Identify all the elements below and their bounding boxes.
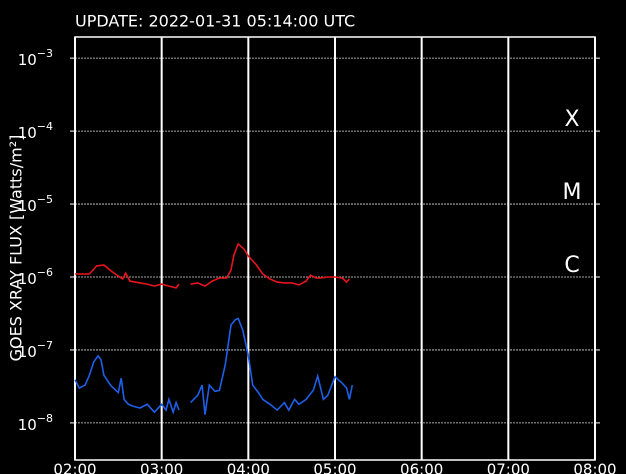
y-tick-label: 10−3 bbox=[18, 47, 53, 69]
plot-frame bbox=[74, 36, 596, 461]
y-tick-exponent: −4 bbox=[37, 120, 53, 133]
y-tick-exponent: −6 bbox=[37, 266, 53, 279]
x-tick-label: 07:00 bbox=[487, 461, 530, 474]
flare-class-label: C bbox=[564, 253, 579, 278]
chart-title: UPDATE: 2022-01-31 05:14:00 UTC bbox=[75, 12, 355, 31]
series-line bbox=[74, 317, 354, 415]
y-tick-base: 10 bbox=[18, 342, 37, 360]
y-tick-exponent: −7 bbox=[37, 339, 53, 352]
x-tick-label: 02:00 bbox=[53, 461, 96, 474]
y-tick-label: 10−5 bbox=[18, 193, 53, 215]
x-tick-label: 06:00 bbox=[400, 461, 443, 474]
y-tick-label: 10−7 bbox=[18, 339, 53, 361]
flare-class-label: M bbox=[563, 180, 582, 205]
y-tick-base: 10 bbox=[18, 51, 37, 69]
y-tick-base: 10 bbox=[18, 197, 37, 215]
flare-class-label: X bbox=[564, 107, 579, 132]
y-tick-label: 10−4 bbox=[18, 120, 53, 142]
x-tick-label: 08:00 bbox=[573, 461, 616, 474]
y-tick-base: 10 bbox=[18, 270, 37, 288]
y-tick-exponent: −5 bbox=[37, 193, 53, 206]
x-tick-label: 05:00 bbox=[313, 461, 356, 474]
series-line bbox=[75, 242, 350, 289]
y-tick-label: 10−8 bbox=[18, 412, 53, 434]
y-tick-exponent: −3 bbox=[37, 47, 53, 60]
y-tick-base: 10 bbox=[18, 415, 37, 433]
y-axis-label: GOES XRAY FLUX [Watts/m²] bbox=[7, 135, 26, 362]
x-tick-label: 03:00 bbox=[140, 461, 183, 474]
x-tick-label: 04:00 bbox=[227, 461, 270, 474]
y-tick-label: 10−6 bbox=[18, 266, 53, 288]
y-tick-base: 10 bbox=[18, 124, 37, 142]
y-tick-exponent: −8 bbox=[37, 412, 53, 425]
